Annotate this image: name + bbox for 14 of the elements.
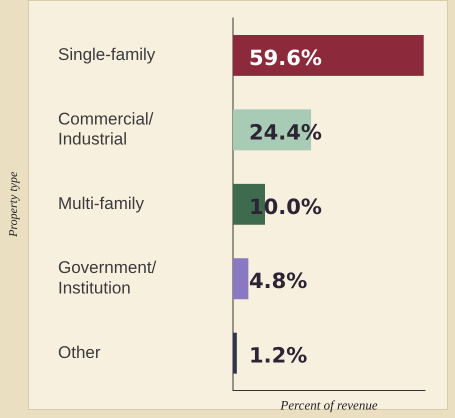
- y-tick-label: Single-family: [58, 45, 156, 64]
- y-tick-label: Multi-family: [58, 194, 144, 213]
- bar: [233, 332, 237, 374]
- data-label: 24.4%: [249, 120, 322, 144]
- data-label: 4.8%: [249, 269, 308, 294]
- data-label: 59.6%: [249, 46, 322, 70]
- y-tick-label: Government/Institution: [58, 258, 157, 298]
- data-label: 1.2%: [249, 344, 308, 368]
- y-tick-label: Other: [58, 342, 101, 362]
- bar: [233, 34, 424, 76]
- bar: [233, 258, 248, 300]
- y-axis-title: Property type: [6, 171, 20, 238]
- y-tick-label: Commercial/Industrial: [58, 109, 154, 149]
- x-axis-title: Percent of revenue: [279, 398, 378, 413]
